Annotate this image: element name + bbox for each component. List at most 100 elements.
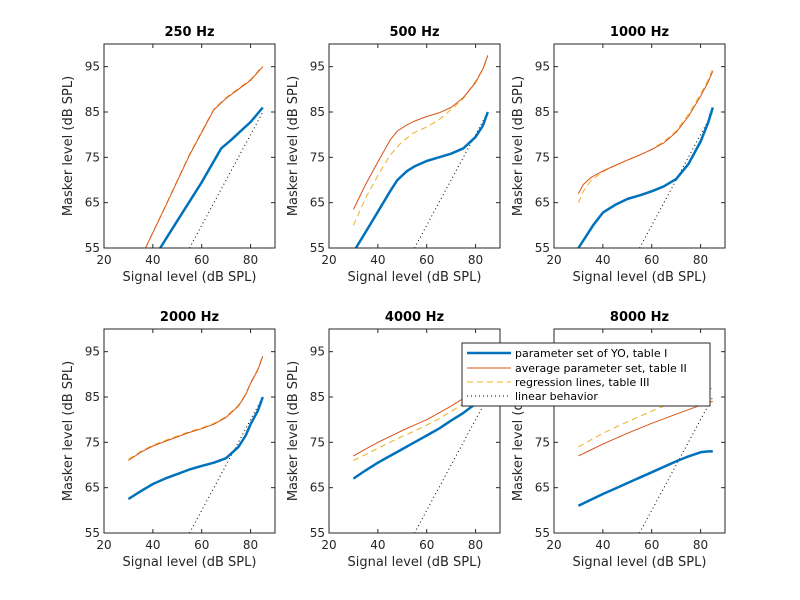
x-tick-label: 20 — [321, 253, 336, 267]
y-tick-label: 75 — [310, 435, 325, 449]
legend-label-yo: parameter set of YO, table I — [515, 347, 667, 360]
x-tick-label: 80 — [468, 538, 483, 552]
y-tick-label: 75 — [535, 435, 550, 449]
x-tick-label: 20 — [321, 538, 336, 552]
series-group — [352, 55, 489, 248]
y-tick-label: 65 — [85, 196, 100, 210]
x-tick-label: 80 — [693, 253, 708, 267]
y-tick-label: 55 — [85, 526, 100, 540]
x-axis-label: Signal level (dB SPL) — [348, 555, 482, 570]
legend: parameter set of YO, table I average par… — [461, 342, 711, 407]
axes-box — [328, 43, 501, 249]
x-tick-label: 60 — [644, 538, 659, 552]
subplots: 20 40 60 80 55 65 75 85 95 250 Hz Signal level (dB… — [61, 25, 726, 570]
series-line-linear — [414, 396, 489, 533]
y-tick-label: 75 — [85, 435, 100, 449]
y-tick-label: 85 — [85, 390, 100, 404]
legend-label-linear: linear behavior — [515, 390, 598, 403]
series-line-linear — [639, 111, 714, 248]
y-tick-label: 85 — [310, 390, 325, 404]
x-tick-label: 40 — [595, 253, 610, 267]
y-tick-label: 55 — [535, 241, 550, 255]
y-tick-label: 75 — [85, 150, 100, 164]
x-tick-label: 40 — [145, 253, 160, 267]
y-tick-label: 95 — [310, 60, 325, 74]
y-tick-label: 55 — [310, 526, 325, 540]
x-axis-label: Signal level (dB SPL) — [348, 270, 482, 285]
series-line-average — [352, 55, 489, 210]
axes-box — [328, 328, 501, 534]
x-tick-label: 20 — [96, 253, 111, 267]
x-tick-label: 60 — [194, 538, 209, 552]
series-line-linear — [639, 396, 714, 533]
y-tick-label: 95 — [85, 60, 100, 74]
x-axis-label: Signal level (dB SPL) — [573, 555, 707, 570]
x-tick-label: 80 — [468, 253, 483, 267]
series-line-regression — [128, 355, 264, 460]
y-tick-label: 65 — [310, 196, 325, 210]
axes-box — [553, 328, 726, 534]
series-group — [145, 65, 264, 248]
series-line-yo — [354, 111, 489, 248]
x-tick-label: 20 — [96, 538, 111, 552]
series-group — [127, 355, 264, 533]
x-tick-label: 60 — [644, 253, 659, 267]
subplot-title: 250 Hz — [164, 25, 214, 40]
subplot-title: 8000 Hz — [610, 310, 669, 325]
y-tick-label: 65 — [310, 481, 325, 495]
y-tick-label: 55 — [310, 241, 325, 255]
x-tick-label: 40 — [595, 538, 610, 552]
y-tick-label: 65 — [535, 196, 550, 210]
subplot-title: 500 Hz — [389, 25, 439, 40]
axes-box — [103, 328, 276, 534]
subplot-5: 20 40 60 80 55 65 75 85 95 4000 Hz Signal level (d… — [286, 310, 501, 570]
x-axis-label: Signal level (dB SPL) — [123, 555, 257, 570]
subplot-title: 1000 Hz — [610, 25, 669, 40]
x-axis-label: Signal level (dB SPL) — [123, 270, 257, 285]
series-line-regression — [352, 57, 489, 226]
y-tick-label: 75 — [310, 150, 325, 164]
y-tick-label: 85 — [85, 105, 100, 119]
series-line-regression — [577, 68, 714, 203]
x-tick-label: 80 — [243, 538, 258, 552]
y-tick-label: 75 — [535, 150, 550, 164]
y-tick-label: 85 — [535, 105, 550, 119]
y-tick-label: 95 — [535, 60, 550, 74]
x-tick-label: 40 — [370, 253, 385, 267]
subplot-2: 20 40 60 80 55 65 75 85 95 500 Hz Signal level (dB… — [286, 25, 501, 285]
y-tick-label: 95 — [310, 345, 325, 359]
subplot-4: 20 40 60 80 55 65 75 85 95 2000 Hz Signal level (d… — [61, 310, 276, 570]
subplot-title: 4000 Hz — [385, 310, 444, 325]
x-tick-label: 60 — [194, 253, 209, 267]
axes-box — [103, 43, 276, 249]
y-tick-label: 65 — [535, 481, 550, 495]
x-tick-label: 20 — [546, 538, 561, 552]
x-tick-label: 60 — [419, 253, 434, 267]
series-group — [577, 68, 714, 248]
y-axis-label: Masker level (dB SPL) — [61, 76, 76, 216]
series-line-linear — [189, 111, 264, 248]
axes-box — [553, 43, 726, 249]
x-tick-label: 80 — [243, 253, 258, 267]
series-line-linear — [189, 396, 264, 533]
legend-label-regression: regression lines, table III — [515, 376, 649, 389]
subplot-1: 20 40 60 80 55 65 75 85 95 250 Hz Signal level (dB… — [61, 25, 276, 285]
x-axis-label: Signal level (dB SPL) — [573, 270, 707, 285]
legend-label-average: average parameter set, table II — [515, 362, 687, 375]
x-tick-label: 40 — [145, 538, 160, 552]
x-tick-label: 80 — [693, 538, 708, 552]
series-line-yo — [127, 396, 264, 501]
y-tick-label: 55 — [85, 241, 100, 255]
y-tick-label: 65 — [85, 481, 100, 495]
y-tick-label: 95 — [85, 345, 100, 359]
series-line-yo — [159, 106, 264, 248]
subplot-3: 20 40 60 80 55 65 75 85 95 1000 Hz Signal level (d… — [511, 25, 726, 285]
series-line-regression — [353, 385, 489, 461]
y-axis-label: Masker level (dB SPL) — [286, 361, 301, 501]
y-axis-label: Masker level (dB SPL) — [511, 76, 526, 216]
series-line-average — [577, 71, 714, 194]
y-axis-label: Masker level (dB SPL) — [286, 76, 301, 216]
series-line-average — [128, 356, 264, 461]
